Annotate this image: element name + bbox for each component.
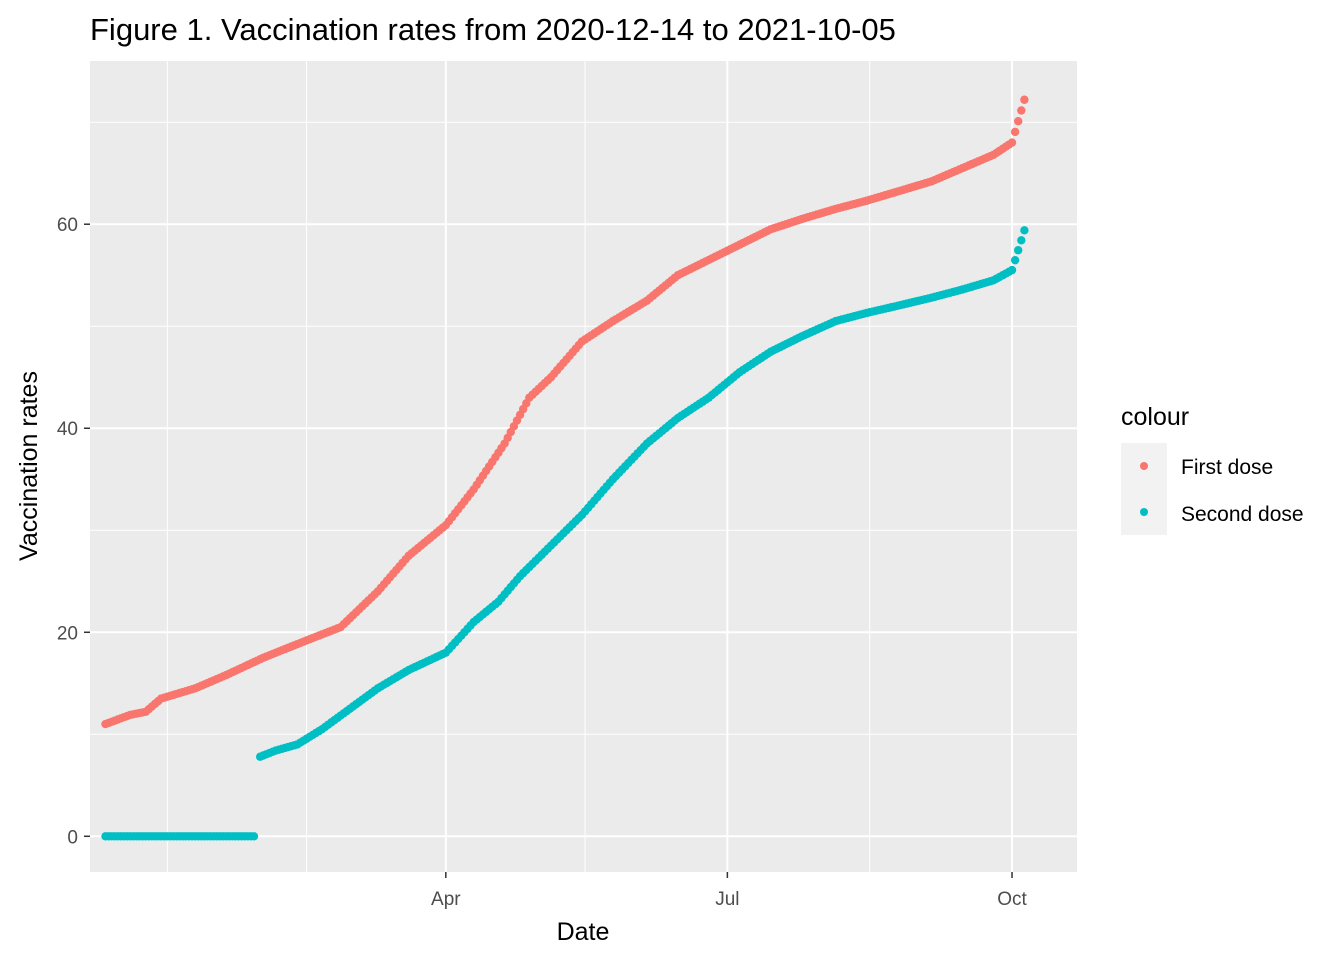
legend-key-first-dose	[1140, 462, 1148, 470]
data-point	[1014, 116, 1023, 126]
data-point	[249, 832, 259, 841]
legend-key-background	[1121, 443, 1167, 535]
series-second-dose	[101, 226, 1029, 841]
data-point	[1010, 255, 1020, 265]
x-tick-label: Apr	[431, 889, 461, 910]
x-axis-title: Date	[557, 918, 610, 946]
legend-title: colour	[1121, 403, 1189, 431]
y-tick-label: 20	[57, 623, 78, 644]
x-tick-label: Jul	[715, 889, 739, 910]
y-tick-label: 40	[57, 419, 78, 440]
series-first-dose	[101, 95, 1029, 729]
x-tick-label: Oct	[997, 889, 1027, 910]
data-point	[1014, 246, 1023, 255]
axes: 0 20 40 60 Apr Jul Oct	[57, 215, 1028, 910]
data-point	[1020, 95, 1029, 104]
data-point	[1017, 236, 1026, 245]
data-points	[101, 95, 1029, 841]
chart-title: Figure 1. Vaccination rates from 2020-12…	[90, 12, 896, 47]
y-axis-title: Vaccination rates	[15, 371, 43, 561]
legend-label-first-dose: First dose	[1181, 456, 1273, 479]
data-point	[1020, 226, 1029, 235]
legend: colour First dose Second dose	[1121, 403, 1304, 535]
legend-label-second-dose: Second dose	[1181, 503, 1304, 526]
y-tick-label: 0	[67, 827, 78, 848]
plot-panel	[90, 61, 1077, 872]
data-point	[1007, 265, 1017, 275]
legend-key-second-dose	[1140, 508, 1148, 516]
data-point	[1010, 127, 1020, 137]
data-point	[1017, 106, 1026, 115]
data-point	[1007, 138, 1017, 147]
y-tick-label: 60	[57, 215, 78, 236]
